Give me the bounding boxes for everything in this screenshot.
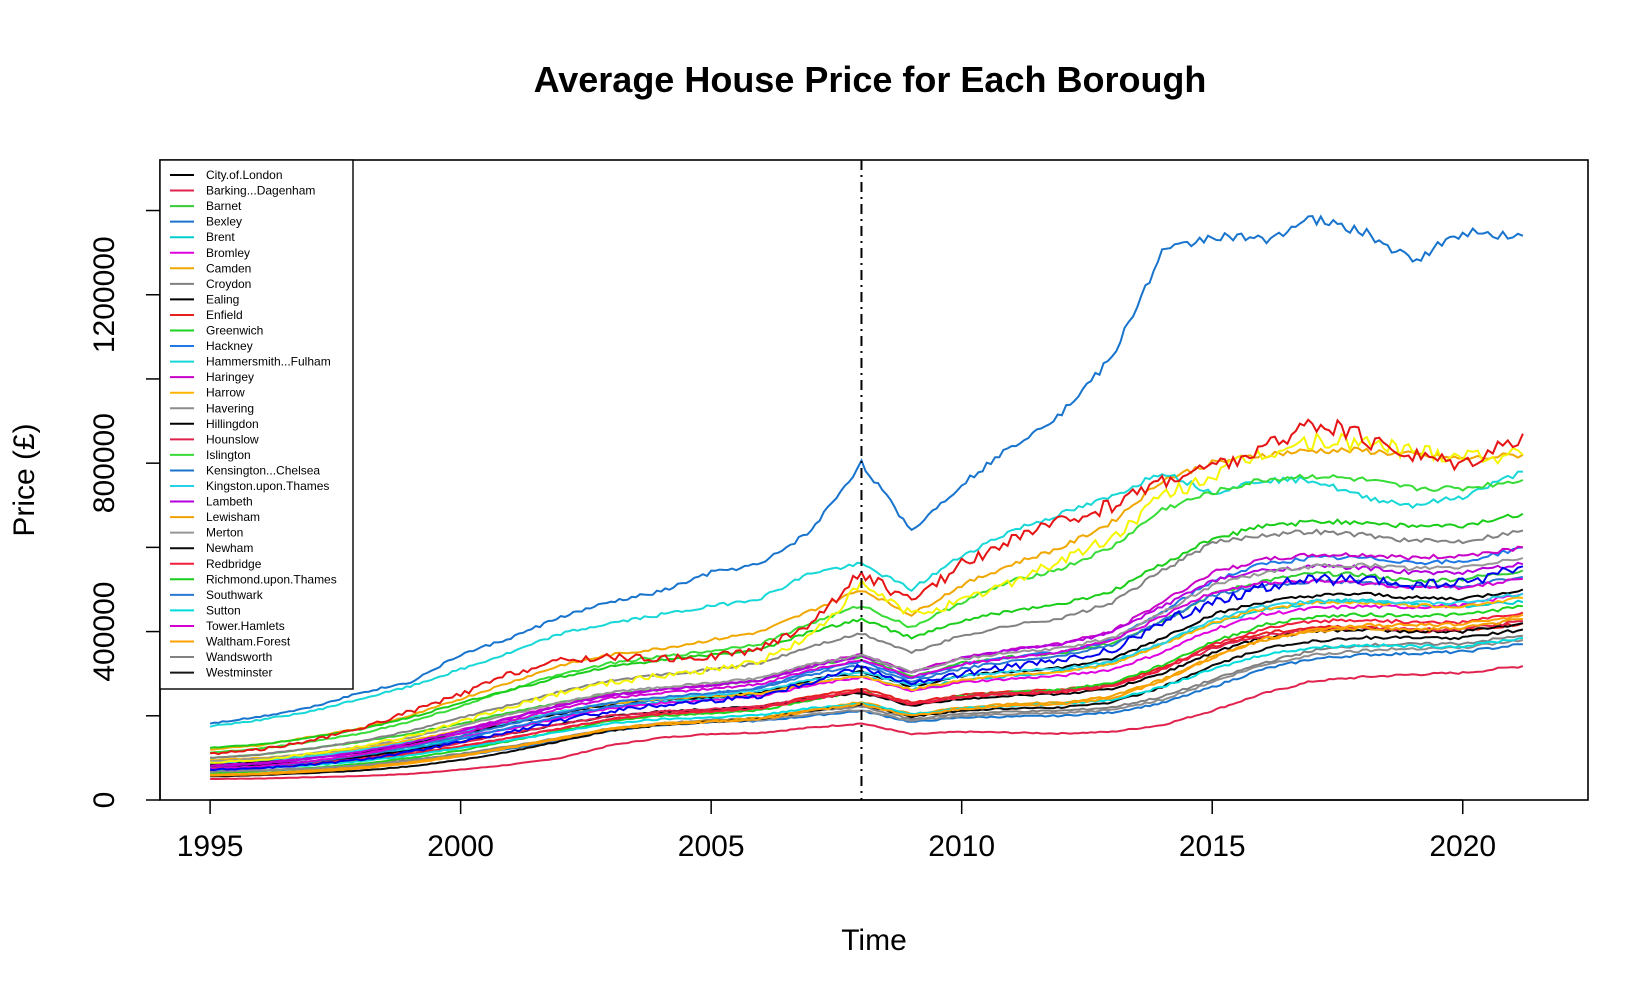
legend-label: Kingston.upon.Thames xyxy=(206,479,329,493)
x-tick-label: 2000 xyxy=(427,830,494,863)
series-line-richmond-upon-thames xyxy=(209,512,1524,749)
legend-label: Havering xyxy=(206,401,254,415)
series-line-wandsworth xyxy=(210,528,1524,759)
legend-label: Bromley xyxy=(206,246,250,260)
legend-label: Harrow xyxy=(206,386,245,400)
legend-label: Newham xyxy=(206,541,253,555)
legend-label: Brent xyxy=(206,230,235,244)
legend-label: Sutton xyxy=(206,603,241,617)
legend-label: Hillingdon xyxy=(206,417,259,431)
legend-label: City.of.London xyxy=(206,168,283,182)
x-axis-label: Time xyxy=(841,924,907,957)
x-tick-label: 2010 xyxy=(928,830,995,863)
y-tick-label: 0 xyxy=(88,792,121,809)
legend-label: Islington xyxy=(206,448,251,462)
y-tick-label: 1200000 xyxy=(88,236,121,353)
legend-label: Barnet xyxy=(206,199,242,213)
series-line-unlabeled-33 xyxy=(210,431,1524,764)
legend-label: Redbridge xyxy=(206,557,262,571)
y-axis-label: Price (£) xyxy=(8,423,41,536)
plot-area xyxy=(209,160,1524,800)
x-tick-label: 1995 xyxy=(177,830,244,863)
x-tick-label: 2015 xyxy=(1179,830,1246,863)
legend-label: Southwark xyxy=(206,588,264,602)
legend-label: Camden xyxy=(206,261,251,275)
x-tick-label: 2020 xyxy=(1429,830,1496,863)
legend-label: Hounslow xyxy=(206,432,259,446)
legend-label: Lambeth xyxy=(206,495,253,509)
legend-label: Haringey xyxy=(206,370,254,384)
x-tick-label: 2005 xyxy=(678,830,745,863)
x-axis: 1995 2000 2005 2010 2015 2020 xyxy=(177,799,1496,863)
legend-label: Hammersmith...Fulham xyxy=(206,355,331,369)
legend-label: Greenwich xyxy=(206,324,263,338)
series-layer xyxy=(209,214,1524,781)
series-line-barnet xyxy=(210,569,1524,759)
legend-label: Merton xyxy=(206,526,243,540)
chart-title: Average House Price for Each Borough xyxy=(534,59,1207,100)
series-line-camden xyxy=(210,446,1524,751)
legend-label: Croydon xyxy=(206,277,251,291)
legend-label: Kensington...Chelsea xyxy=(206,463,320,477)
legend-label: Barking...Dagenham xyxy=(206,184,315,198)
legend-label: Lewisham xyxy=(206,510,260,524)
legend-label: Enfield xyxy=(206,308,243,322)
legend-label: Wandsworth xyxy=(206,650,272,664)
legend-label: Ealing xyxy=(206,292,239,306)
series-line-barking-dagenham xyxy=(210,665,1524,781)
series-line-merton xyxy=(210,556,1524,763)
legend-label: Westminster xyxy=(206,666,272,680)
series-line-unlabeled-34 xyxy=(209,565,1524,772)
y-tick-label: 800000 xyxy=(88,413,121,513)
legend-label: Bexley xyxy=(206,215,242,229)
y-axis: 0 400000 800000 1200000 xyxy=(88,209,161,809)
series-line-kensington-chelsea xyxy=(209,214,1524,725)
legend-label: Waltham.Forest xyxy=(206,635,291,649)
legend-label: Hackney xyxy=(206,339,253,353)
legend-label: Tower.Hamlets xyxy=(206,619,285,633)
series-line-croydon xyxy=(210,634,1523,774)
legend-label: Richmond.upon.Thames xyxy=(206,572,337,586)
y-tick-label: 400000 xyxy=(88,582,121,682)
